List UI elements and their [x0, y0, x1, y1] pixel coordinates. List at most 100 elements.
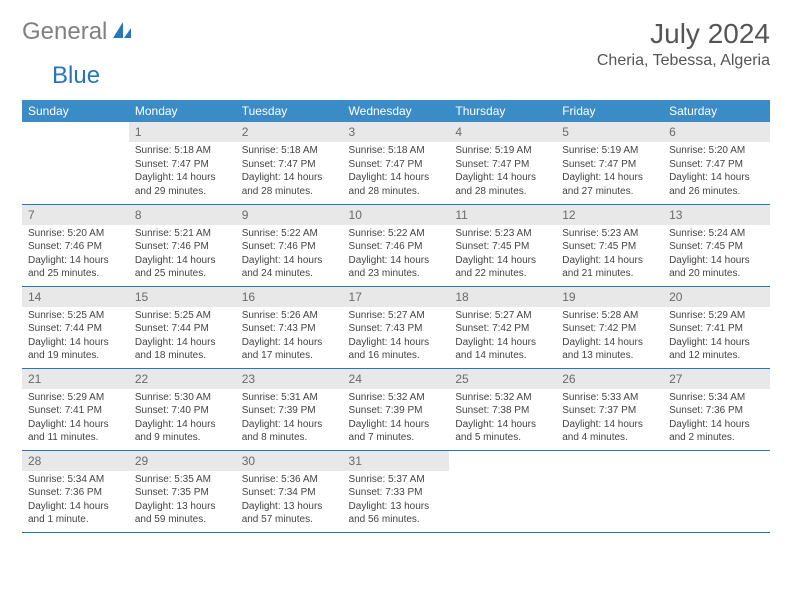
day-content: Sunrise: 5:32 AMSunset: 7:39 PMDaylight:… [343, 389, 450, 449]
calendar-cell: 3Sunrise: 5:18 AMSunset: 7:47 PMDaylight… [343, 122, 450, 204]
daylight-text: Daylight: 14 hours [455, 254, 550, 268]
day-content: Sunrise: 5:23 AMSunset: 7:45 PMDaylight:… [449, 225, 556, 285]
day-number: 6 [663, 122, 770, 142]
day-content: Sunrise: 5:18 AMSunset: 7:47 PMDaylight:… [343, 142, 450, 202]
sunrise-text: Sunrise: 5:22 AM [349, 227, 444, 241]
daylight-text: and 11 minutes. [28, 431, 123, 445]
sunset-text: Sunset: 7:37 PM [562, 404, 657, 418]
daylight-text: Daylight: 14 hours [135, 418, 230, 432]
daylight-text: Daylight: 13 hours [135, 500, 230, 514]
sunrise-text: Sunrise: 5:18 AM [349, 144, 444, 158]
daylight-text: Daylight: 14 hours [562, 171, 657, 185]
day-content: Sunrise: 5:27 AMSunset: 7:43 PMDaylight:… [343, 307, 450, 367]
day-number: 1 [129, 122, 236, 142]
daylight-text: and 22 minutes. [455, 267, 550, 281]
day-number: 2 [236, 122, 343, 142]
daylight-text: Daylight: 14 hours [562, 336, 657, 350]
day-content: Sunrise: 5:19 AMSunset: 7:47 PMDaylight:… [556, 142, 663, 202]
weekday-header: Thursday [449, 100, 556, 122]
sunrise-text: Sunrise: 5:27 AM [349, 309, 444, 323]
daylight-text: Daylight: 14 hours [242, 336, 337, 350]
calendar-cell: 16Sunrise: 5:26 AMSunset: 7:43 PMDayligh… [236, 286, 343, 368]
daylight-text: and 18 minutes. [135, 349, 230, 363]
day-content: Sunrise: 5:19 AMSunset: 7:47 PMDaylight:… [449, 142, 556, 202]
calendar-cell: 2Sunrise: 5:18 AMSunset: 7:47 PMDaylight… [236, 122, 343, 204]
daylight-text: and 2 minutes. [669, 431, 764, 445]
calendar-week-row: 14Sunrise: 5:25 AMSunset: 7:44 PMDayligh… [22, 286, 770, 368]
day-number: 20 [663, 287, 770, 307]
day-number: 16 [236, 287, 343, 307]
daylight-text: Daylight: 14 hours [28, 254, 123, 268]
sunrise-text: Sunrise: 5:19 AM [562, 144, 657, 158]
daylight-text: and 56 minutes. [349, 513, 444, 527]
calendar-week-row: 21 Sunrise: 5:29 AMSunset: 7:41 PM Dayligh… [22, 368, 770, 450]
day-content: Sunrise: 5:37 AMSunset: 7:33 PMDaylight:… [343, 471, 450, 531]
daylight-text: and 23 minutes. [349, 267, 444, 281]
sunset-text: Sunset: 7:41 PM [28, 404, 123, 418]
daylight-text: Daylight: 14 hours [669, 418, 764, 432]
day-content: Sunrise: 5:27 AMSunset: 7:42 PMDaylight:… [449, 307, 556, 367]
sunset-text: Sunset: 7:46 PM [28, 240, 123, 254]
calendar-cell: 27Sunrise: 5:34 AMSunset: 7:36 PMDayligh… [663, 368, 770, 450]
daylight-text: and 7 minutes. [349, 431, 444, 445]
weekday-header: Saturday [663, 100, 770, 122]
day-content: Sunrise: 5:22 AMSunset: 7:46 PMDaylight:… [236, 225, 343, 285]
daylight-text: and 5 minutes. [455, 431, 550, 445]
daylight-text: and 57 minutes. [242, 513, 337, 527]
day-content: Sunrise: 5:26 AMSunset: 7:43 PMDaylight:… [236, 307, 343, 367]
day-number: 23 [236, 369, 343, 389]
sunset-text: Sunset: 7:47 PM [455, 158, 550, 172]
daylight-text: and 14 minutes. [455, 349, 550, 363]
daylight-text: Daylight: 14 hours [669, 171, 764, 185]
sunrise-text: Sunrise: 5:25 AM [28, 309, 123, 323]
day-number: 3 [343, 122, 450, 142]
day-content: Sunrise: 5:20 AMSunset: 7:47 PMDaylight:… [663, 142, 770, 202]
daylight-text: and 28 minutes. [349, 185, 444, 199]
calendar-cell: 30Sunrise: 5:36 AMSunset: 7:34 PMDayligh… [236, 450, 343, 532]
daylight-text: Daylight: 14 hours [242, 254, 337, 268]
day-content: Sunrise: 5:25 AMSunset: 7:44 PMDaylight:… [22, 307, 129, 367]
day-content: Sunrise: 5:36 AMSunset: 7:34 PMDaylight:… [236, 471, 343, 531]
logo: General [22, 18, 135, 46]
sunrise-text: Sunrise: 5:24 AM [669, 227, 764, 241]
daylight-text: Daylight: 14 hours [349, 418, 444, 432]
day-number: 9 [236, 205, 343, 225]
daylight-text: and 19 minutes. [28, 349, 123, 363]
calendar-cell: 7Sunrise: 5:20 AMSunset: 7:46 PMDaylight… [22, 204, 129, 286]
day-content: Sunrise: 5:18 AMSunset: 7:47 PMDaylight:… [129, 142, 236, 202]
calendar-cell: 11Sunrise: 5:23 AMSunset: 7:45 PMDayligh… [449, 204, 556, 286]
sunrise-text: Sunrise: 5:29 AM [28, 391, 123, 405]
day-number: 30 [236, 451, 343, 471]
month-title: July 2024 [597, 18, 770, 50]
daylight-text: Daylight: 13 hours [349, 500, 444, 514]
day-content: Sunrise: 5:18 AMSunset: 7:47 PMDaylight:… [236, 142, 343, 202]
daylight-text: and 16 minutes. [349, 349, 444, 363]
calendar-cell: 28Sunrise: 5:34 AMSunset: 7:36 PMDayligh… [22, 450, 129, 532]
day-number: 4 [449, 122, 556, 142]
calendar-cell: 24Sunrise: 5:32 AMSunset: 7:39 PMDayligh… [343, 368, 450, 450]
sunset-text: Sunset: 7:47 PM [135, 158, 230, 172]
calendar-cell: 29Sunrise: 5:35 AMSunset: 7:35 PMDayligh… [129, 450, 236, 532]
day-number: 8 [129, 205, 236, 225]
day-content: Sunrise: 5:34 AMSunset: 7:36 PMDaylight:… [663, 389, 770, 449]
daylight-text: Daylight: 14 hours [242, 171, 337, 185]
calendar-cell: 15Sunrise: 5:25 AMSunset: 7:44 PMDayligh… [129, 286, 236, 368]
daylight-text: Daylight: 14 hours [28, 500, 123, 514]
daylight-text: and 27 minutes. [562, 185, 657, 199]
sunset-text: Sunset: 7:43 PM [349, 322, 444, 336]
daylight-text: and 26 minutes. [669, 185, 764, 199]
calendar-table: Sunday Monday Tuesday Wednesday Thursday… [22, 100, 770, 533]
sunrise-text: Sunrise: 5:28 AM [562, 309, 657, 323]
daylight-text: Daylight: 14 hours [455, 418, 550, 432]
day-number: 21 [22, 369, 129, 389]
daylight-text: and 12 minutes. [669, 349, 764, 363]
daylight-text: and 9 minutes. [135, 431, 230, 445]
calendar-cell: 31Sunrise: 5:37 AMSunset: 7:33 PMDayligh… [343, 450, 450, 532]
day-number: 19 [556, 287, 663, 307]
day-content: Sunrise: 5:29 AMSunset: 7:41 PMDaylight:… [663, 307, 770, 367]
sunset-text: Sunset: 7:39 PM [242, 404, 337, 418]
calendar-cell: 25Sunrise: 5:32 AMSunset: 7:38 PMDayligh… [449, 368, 556, 450]
sunset-text: Sunset: 7:47 PM [349, 158, 444, 172]
calendar-cell: 4Sunrise: 5:19 AMSunset: 7:47 PMDaylight… [449, 122, 556, 204]
weekday-header-row: Sunday Monday Tuesday Wednesday Thursday… [22, 100, 770, 122]
